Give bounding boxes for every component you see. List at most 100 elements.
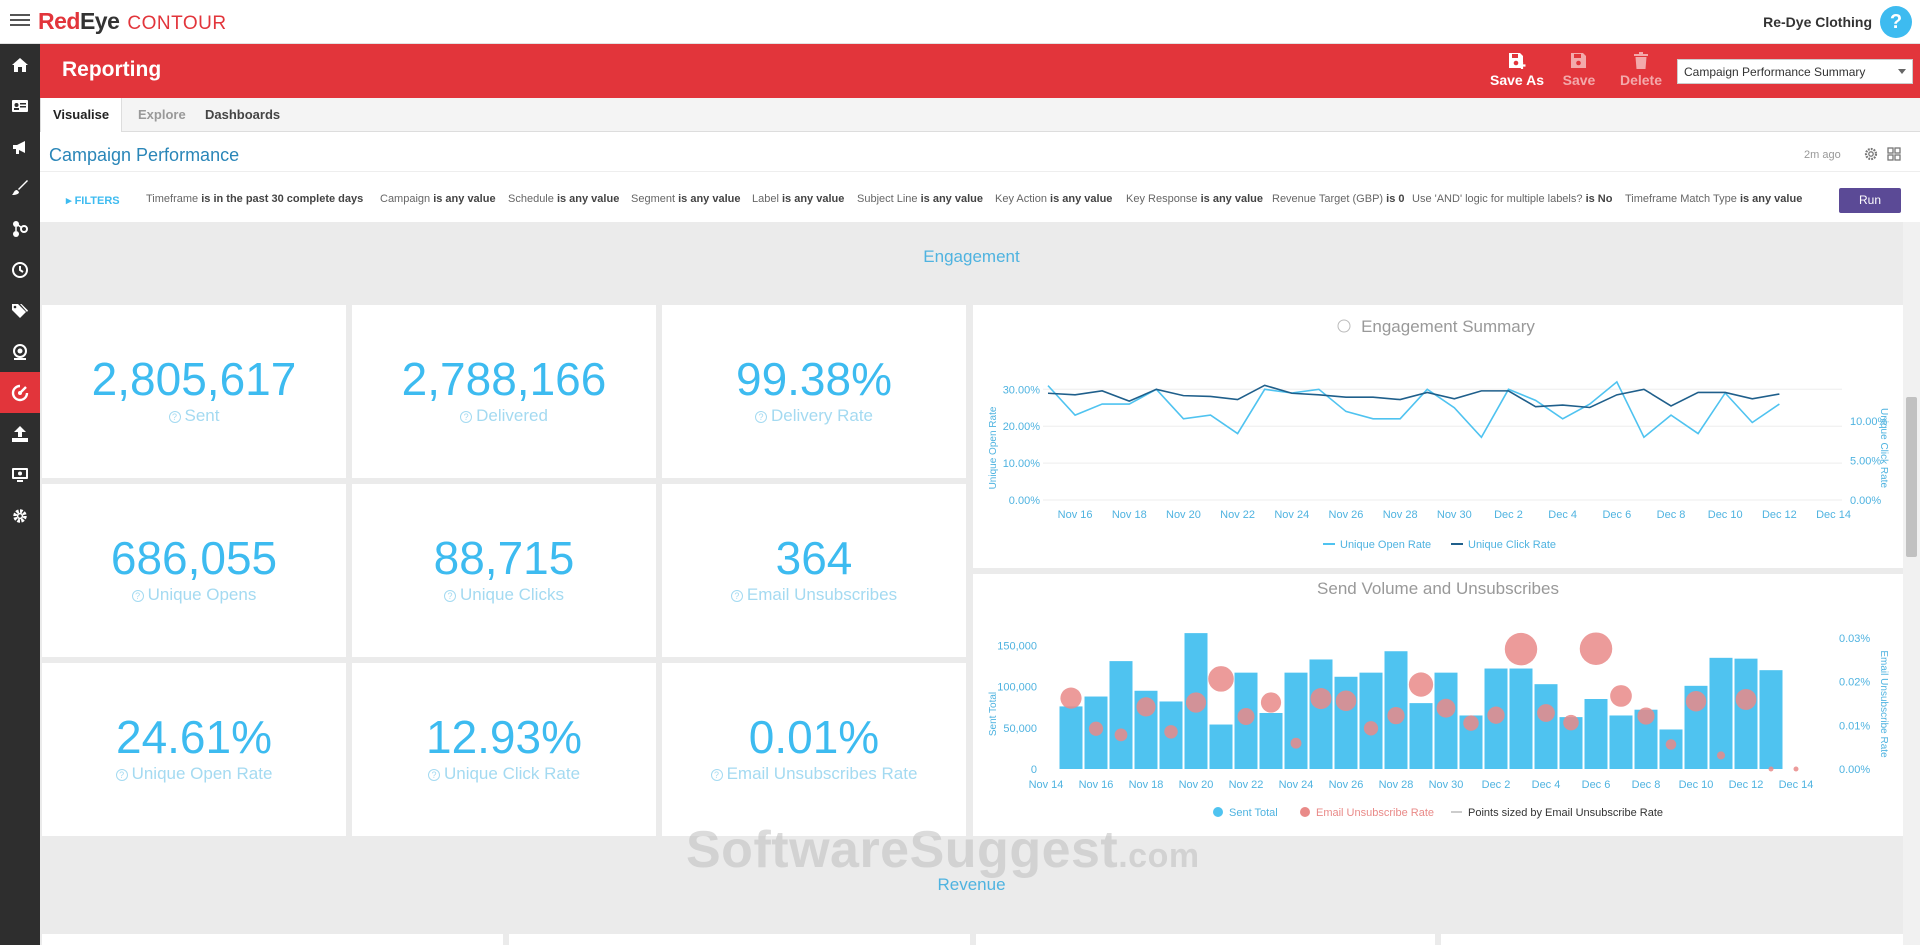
filter-revenue-target[interactable]: Revenue Target (GBP) is 0	[1272, 193, 1405, 205]
engagement-summary-chart[interactable]: Engagement Summary 0.00% 10.00% 20.00% 30.00…	[973, 305, 1903, 568]
kpi-tile-email-unsubscribes[interactable]: 364 ? Email Unsubscribes	[662, 484, 966, 657]
save-as-button[interactable]: Save As	[1487, 52, 1547, 88]
filters-toggle[interactable]: ▸ FILTERS	[66, 195, 120, 207]
help-button[interactable]: ?	[1880, 6, 1912, 38]
sidebar-item-contacts[interactable]	[0, 85, 40, 126]
gear-icon[interactable]	[1864, 147, 1878, 161]
filter-and-logic[interactable]: Use 'AND' logic for multiple labels? is …	[1412, 193, 1613, 205]
kpi-tile-unique-opens[interactable]: 686,055 ? Unique Opens	[42, 484, 346, 657]
dashboard-title: Campaign Performance	[49, 145, 240, 165]
bubble	[1408, 672, 1434, 697]
sidebar-item-monitor[interactable]	[0, 454, 40, 495]
x-tick-label: Nov 14	[1029, 779, 1064, 791]
bar	[1434, 672, 1458, 769]
y-tick-label: 20.00%	[1003, 421, 1041, 433]
y2-axis-label: Email Unsubscribe Rate	[1878, 650, 1889, 758]
bubble	[1310, 688, 1332, 710]
send-volume-svg: Send Volume and Unsubscribes 0 50,000 100,0…	[988, 579, 1889, 819]
y2-tick-label: 0.00%	[1850, 495, 1881, 507]
bar	[1259, 713, 1283, 769]
section-engagement: Engagement	[923, 247, 1020, 266]
bubble	[1685, 690, 1707, 712]
filter-key-action[interactable]: Key Action is any value	[995, 193, 1113, 205]
filter-timeframe[interactable]: Timeframe is in the past 30 complete day…	[146, 193, 364, 205]
sidebar-item-design[interactable]	[0, 167, 40, 208]
top-bar: RedEye CONTOUR Re-Dye Clothing ?	[0, 0, 1920, 44]
tab-dashboards[interactable]: Dashboards	[205, 107, 281, 122]
watermark-suffix: .com	[1118, 837, 1200, 875]
kpi-tile-delivered[interactable]: 2,788,166 ? Delivered	[352, 305, 656, 478]
filter-key-response[interactable]: Key Response is any value	[1126, 193, 1263, 205]
send-volume-chart[interactable]: Send Volume and Unsubscribes 0 50,000 100,0…	[973, 574, 1903, 836]
bubble	[1563, 714, 1579, 731]
bar	[1059, 706, 1083, 769]
x-tick-label: Dec 2	[1494, 509, 1523, 521]
sidebar-item-explore[interactable]	[0, 331, 40, 372]
x-tick-label: Dec 8	[1632, 779, 1661, 791]
kpi-tile-sent[interactable]: 2,805,617 ? Sent	[42, 305, 346, 478]
scrollbar[interactable]	[1903, 222, 1920, 945]
filter-campaign[interactable]: Campaign is any value	[380, 193, 496, 205]
tab-visualise[interactable]: Visualise	[40, 98, 123, 132]
kpi-tile-unique-open-rate[interactable]: 24.61% ? Unique Open Rate	[42, 663, 346, 836]
upload-icon	[12, 425, 28, 442]
sidebar-item-history[interactable]	[0, 249, 40, 290]
filter-label[interactable]: Label is any value	[752, 193, 845, 205]
x-tick-label: Dec 12	[1729, 779, 1764, 791]
kpi-value: 686,055	[110, 532, 278, 584]
save-button[interactable]: Save	[1549, 52, 1609, 88]
bar	[1109, 661, 1133, 769]
filters-toggle-label: FILTERS	[74, 195, 120, 207]
scrollbar-thumb[interactable]	[1906, 397, 1917, 557]
info-icon: ?	[427, 768, 440, 781]
legend-swatch	[1213, 807, 1223, 817]
series-line-open-rate	[1047, 380, 1780, 439]
y-tick-label: 30.00%	[1003, 384, 1041, 396]
info-icon: ?	[131, 589, 144, 602]
sidebar-item-home[interactable]	[0, 44, 40, 85]
x-tick-label: Nov 26	[1329, 509, 1364, 521]
filter-segment[interactable]: Segment is any value	[631, 193, 741, 205]
kpi-tile-unsubscribes-rate[interactable]: 0.01% ? Email Unsubscribes Rate	[662, 663, 966, 836]
kpi-value: 12.93%	[425, 711, 582, 763]
client-name[interactable]: Re-Dye Clothing	[1763, 14, 1872, 30]
tab-explore[interactable]: Explore	[138, 107, 186, 122]
delete-button[interactable]: Delete	[1611, 52, 1671, 88]
sidebar-item-reporting[interactable]	[0, 372, 40, 413]
hamburger-menu-icon[interactable]	[10, 11, 30, 31]
bubble	[1436, 698, 1456, 718]
kpi-tile-delivery-rate[interactable]: 99.38% ? Delivery Rate	[662, 305, 966, 478]
sidebar-item-campaigns[interactable]	[0, 126, 40, 167]
explore-icon	[13, 343, 27, 360]
bubble	[1363, 721, 1379, 736]
dashboard-select[interactable]: Campaign Performance Summary	[1677, 59, 1913, 84]
logo[interactable]: RedEye CONTOUR	[38, 8, 227, 35]
bar	[1759, 670, 1783, 769]
filter-timeframe-match[interactable]: Timeframe Match Type is any value	[1625, 193, 1803, 205]
bar	[1459, 715, 1483, 769]
bar	[1609, 715, 1633, 769]
sidebar	[0, 44, 40, 945]
run-button[interactable]: Run	[1839, 188, 1901, 213]
sidebar-item-labels[interactable]	[0, 290, 40, 331]
sidebar-item-imports[interactable]	[0, 413, 40, 454]
filter-subject-line[interactable]: Subject Line is any value	[857, 193, 983, 205]
info-icon	[1337, 319, 1351, 333]
x-tick-label: Nov 22	[1220, 509, 1255, 521]
info-icon: ?	[710, 768, 723, 781]
info-icon: ?	[444, 589, 457, 602]
x-tick-label: Nov 18	[1129, 779, 1164, 791]
grid-layout-icon[interactable]	[1887, 147, 1901, 161]
sidebar-item-workflows[interactable]	[0, 208, 40, 249]
kpi-label: ? Email Unsubscribes Rate	[662, 764, 966, 784]
reporting-icon	[11, 384, 29, 401]
filter-schedule[interactable]: Schedule is any value	[508, 193, 620, 205]
kpi-tile-unique-click-rate[interactable]: 12.93% ? Unique Click Rate	[352, 663, 656, 836]
info-icon: ?	[460, 410, 473, 423]
sidebar-item-settings[interactable]	[0, 495, 40, 536]
kpi-tile-unique-clicks[interactable]: 88,715 ? Unique Clicks	[352, 484, 656, 657]
x-tick-label: Dec 14	[1816, 509, 1851, 521]
bar	[1284, 672, 1308, 769]
x-tick-label: Dec 8	[1657, 509, 1686, 521]
